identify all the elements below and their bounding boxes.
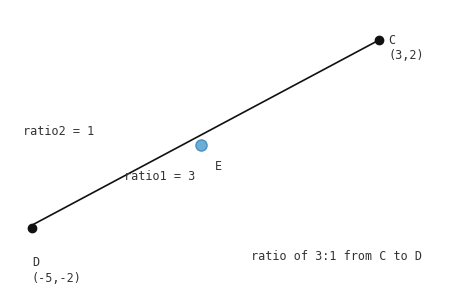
Text: ratio of 3:1 from C to D: ratio of 3:1 from C to D	[251, 250, 422, 263]
Text: ratio2 = 1: ratio2 = 1	[23, 125, 94, 138]
Text: ratio1 = 3: ratio1 = 3	[124, 170, 196, 183]
Text: D
(-5,-2): D (-5,-2)	[32, 256, 82, 284]
Text: C
(3,2): C (3,2)	[388, 34, 424, 62]
Text: E: E	[215, 160, 222, 173]
